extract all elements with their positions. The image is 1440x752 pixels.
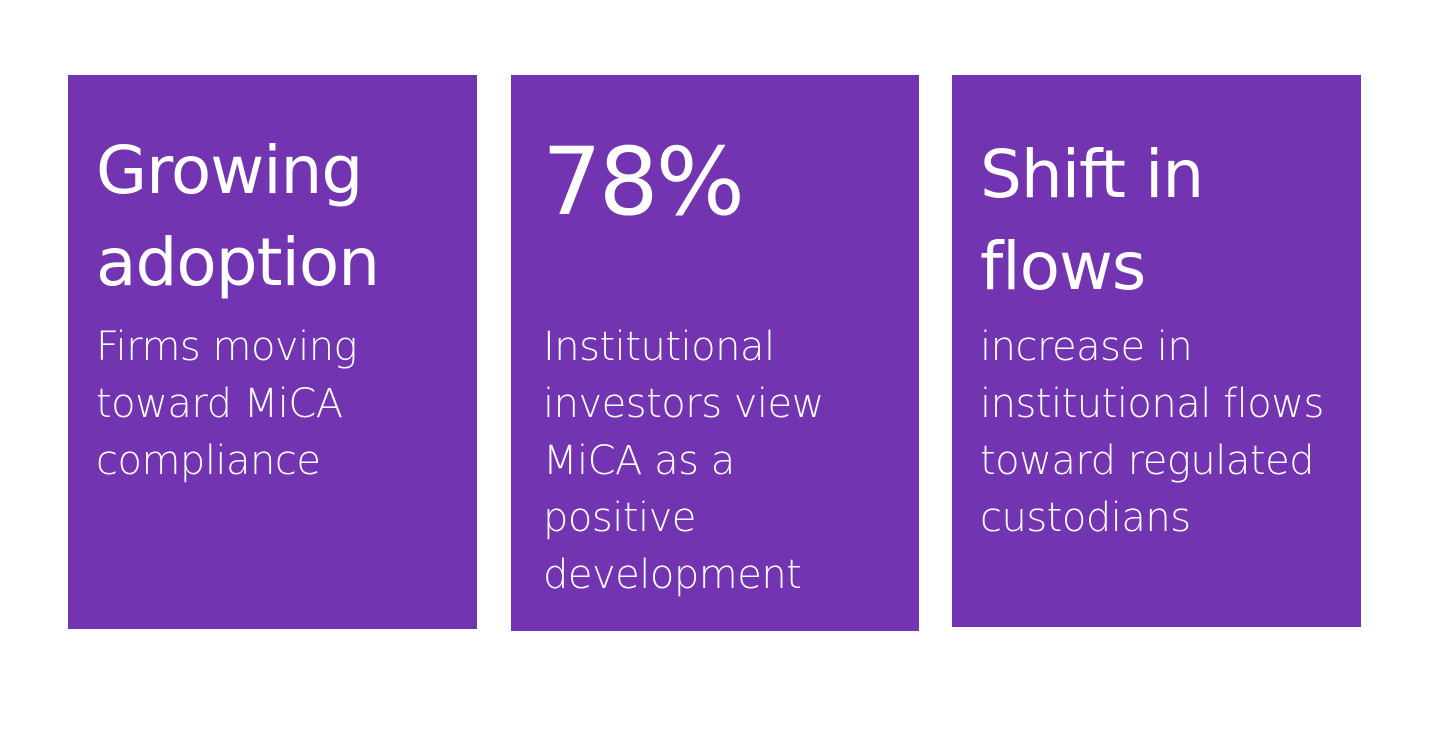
stat-card-shift-in-flows: Shift in flows increase in institutional… [952, 75, 1361, 627]
stat-card-description: Firms moving toward MiCA compliance [96, 324, 358, 484]
stat-card-title: Growing adoption [96, 132, 380, 301]
stat-card-description: increase in institutional flows toward r… [980, 324, 1324, 541]
stat-card-78-percent: 78% Institutional investors view MiCA as… [511, 75, 919, 631]
stat-card-description: Institutional investors view MiCA as a p… [543, 324, 824, 598]
stat-card-title: 78% [542, 128, 745, 237]
stat-card-title: Shift in flows [980, 136, 1204, 305]
stat-card-growing-adoption: Growing adoption Firms moving toward MiC… [68, 75, 477, 629]
